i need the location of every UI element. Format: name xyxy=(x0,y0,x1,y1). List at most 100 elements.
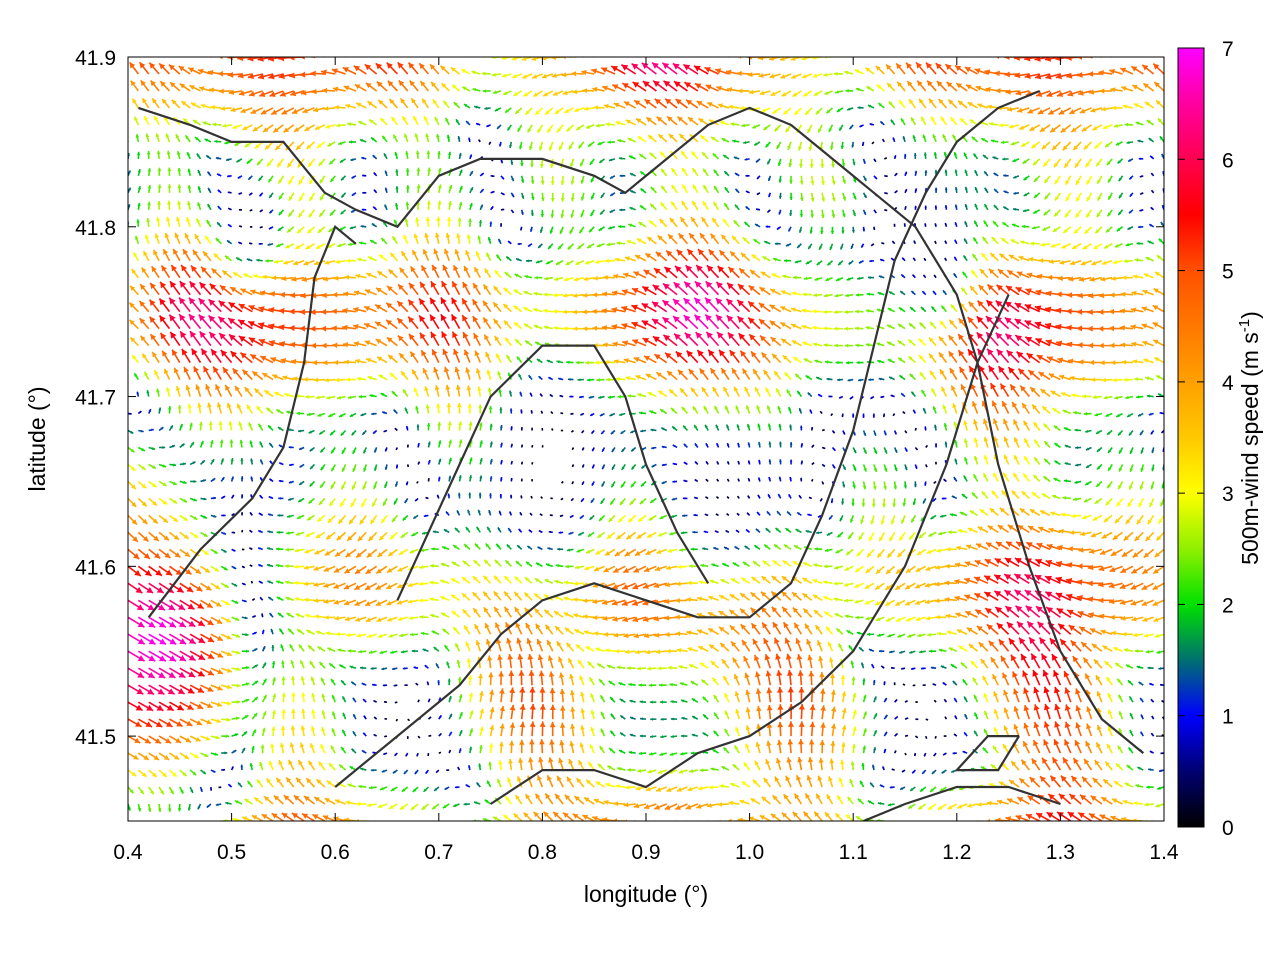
wind-vector xyxy=(499,141,502,147)
wind-vector xyxy=(1117,481,1124,490)
wind-vector xyxy=(487,387,492,397)
wind-vector xyxy=(916,80,927,92)
wind-vector xyxy=(801,73,813,79)
wind-vector xyxy=(737,817,750,821)
wind-vector xyxy=(375,338,388,347)
wind-vector xyxy=(259,494,264,499)
wind-vector xyxy=(251,664,259,669)
wind-vector xyxy=(539,226,544,234)
wind-vector xyxy=(391,390,398,398)
wind-vector xyxy=(930,666,937,670)
wind-vector xyxy=(416,167,421,176)
wind-vector xyxy=(991,490,999,499)
wind-vector xyxy=(189,786,194,794)
wind-vector xyxy=(365,82,378,92)
wind-vector xyxy=(137,565,152,577)
wind-vector xyxy=(810,175,815,186)
wind-vector xyxy=(324,615,336,620)
wind-vector xyxy=(510,209,515,214)
wind-vector xyxy=(845,814,854,821)
wind-vector xyxy=(317,226,326,234)
wind-vector xyxy=(133,116,140,126)
wind-vector xyxy=(1059,638,1072,652)
colorbar xyxy=(1177,47,1205,828)
wind-vector xyxy=(352,697,357,703)
wind-vector xyxy=(710,767,719,771)
wind-vector xyxy=(493,606,502,618)
wind-vector xyxy=(920,389,927,397)
wind-vector xyxy=(967,527,978,534)
wind-vector xyxy=(752,560,761,567)
wind-vector xyxy=(1021,402,1030,414)
wind-vector xyxy=(918,531,927,539)
wind-vector xyxy=(240,494,244,499)
wind-vector xyxy=(148,62,160,75)
wind-vector xyxy=(187,403,192,414)
wind-vector xyxy=(330,481,336,490)
wind-vector xyxy=(1073,226,1082,235)
wind-vector xyxy=(964,594,978,602)
wind-vector xyxy=(577,141,585,149)
wind-vector xyxy=(761,351,771,364)
wind-vector xyxy=(823,72,833,77)
wind-vector xyxy=(297,209,305,218)
wind-vector xyxy=(797,141,803,151)
wind-vector xyxy=(1057,357,1071,364)
wind-vector xyxy=(239,352,253,364)
wind-vector xyxy=(429,314,440,330)
wind-vector xyxy=(1045,606,1061,618)
wind-vector xyxy=(437,421,442,431)
wind-vector xyxy=(810,192,815,202)
wind-vector xyxy=(334,548,347,558)
wind-vector xyxy=(762,369,771,381)
wind-vector xyxy=(128,276,129,278)
wind-vector xyxy=(484,799,492,805)
wind-vector xyxy=(835,360,843,365)
wind-vector xyxy=(631,321,647,330)
wind-vector xyxy=(690,387,699,398)
x-tick-label: 1.0 xyxy=(735,841,764,864)
wind-vector xyxy=(1132,548,1144,558)
wind-vector xyxy=(968,643,979,652)
wind-vector xyxy=(251,680,259,686)
wind-vector xyxy=(766,704,773,720)
wind-vector xyxy=(520,175,525,183)
wind-vector xyxy=(271,275,284,281)
wind-vector xyxy=(358,784,367,789)
wind-vector xyxy=(759,814,771,821)
wind-vector xyxy=(284,580,294,585)
wind-vector xyxy=(437,200,442,210)
wind-vector xyxy=(537,243,543,249)
wind-vector xyxy=(148,718,163,728)
wind-vector xyxy=(645,373,657,381)
wind-vector xyxy=(898,531,906,542)
wind-vector xyxy=(591,68,605,75)
wind-vector xyxy=(1086,706,1093,720)
wind-vector xyxy=(1083,758,1093,771)
wind-vector xyxy=(855,293,864,297)
wind-vector xyxy=(962,678,968,686)
wind-vector xyxy=(834,812,844,821)
wind-vector xyxy=(451,84,461,92)
wind-vector xyxy=(812,57,823,60)
wind-vector xyxy=(1112,259,1123,265)
wind-vector xyxy=(523,592,533,601)
wind-vector xyxy=(277,426,284,432)
wind-vector xyxy=(789,476,792,482)
wind-vector xyxy=(1018,124,1030,131)
wind-vector xyxy=(351,429,357,436)
wind-vector xyxy=(353,341,367,347)
wind-vector xyxy=(1094,141,1103,150)
wind-vector xyxy=(789,209,793,217)
wind-vector xyxy=(323,582,336,588)
wind-vector xyxy=(1103,514,1113,523)
wind-vector xyxy=(830,689,836,703)
wind-vector xyxy=(514,576,523,584)
wind-vector xyxy=(862,694,867,703)
wind-vector xyxy=(158,514,169,524)
wind-vector xyxy=(604,258,615,264)
wind-vector xyxy=(1053,477,1061,483)
wind-vector xyxy=(128,531,139,543)
wind-vector xyxy=(524,274,533,279)
wind-vector xyxy=(777,493,782,499)
